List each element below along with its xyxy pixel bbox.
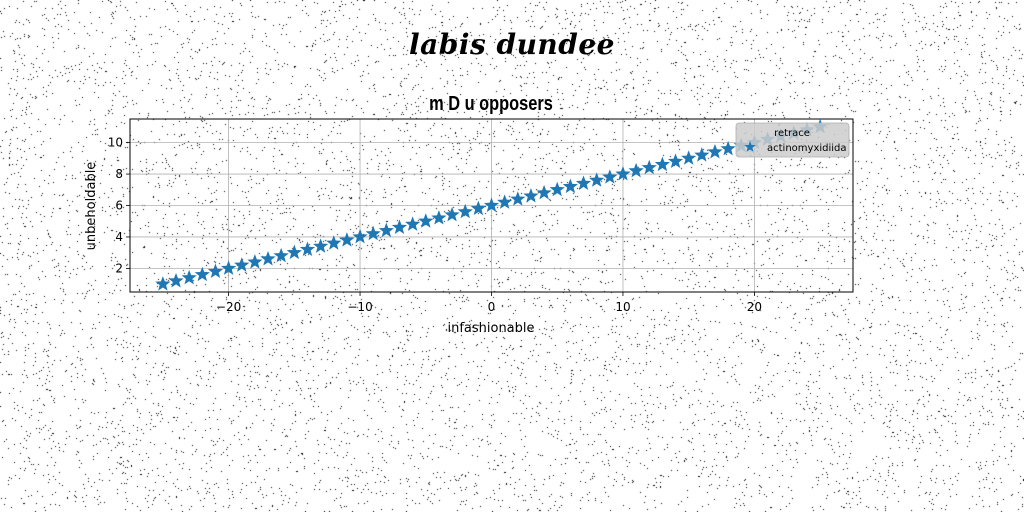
y-axis-label: unbeholdable xyxy=(84,162,99,251)
data-point xyxy=(615,166,631,181)
data-point xyxy=(549,181,565,197)
data-point xyxy=(260,250,276,266)
data-point xyxy=(654,156,670,172)
series-points xyxy=(155,118,828,291)
data-point xyxy=(589,172,605,187)
legend-title: retrace xyxy=(774,128,810,139)
legend: retrace actinomyxidiida xyxy=(735,122,850,158)
data-point xyxy=(234,257,250,272)
y-tick-label: 2 xyxy=(115,261,123,275)
legend-box xyxy=(735,122,850,158)
data-point xyxy=(378,222,394,238)
data-point xyxy=(207,263,224,279)
data-point xyxy=(181,269,197,285)
data-point xyxy=(628,162,644,178)
data-point xyxy=(602,169,618,184)
data-point xyxy=(299,241,316,257)
x-tick-label: 0 xyxy=(488,300,496,314)
data-point xyxy=(286,244,302,260)
data-point xyxy=(405,216,421,231)
data-point xyxy=(470,200,486,216)
data-point xyxy=(391,219,408,234)
data-point xyxy=(431,210,447,225)
data-point xyxy=(641,159,657,175)
y-tick-label: 4 xyxy=(115,230,123,244)
x-tick-label: −10 xyxy=(347,300,372,314)
y-tick-label: 10 xyxy=(108,136,123,150)
data-point xyxy=(352,228,368,244)
data-point xyxy=(562,178,578,194)
x-tick-label: 20 xyxy=(747,300,762,314)
x-axis-label: infashionable xyxy=(447,321,534,336)
data-point xyxy=(497,194,513,209)
data-point xyxy=(457,203,473,219)
data-point xyxy=(667,153,684,168)
data-point xyxy=(313,238,329,253)
data-point xyxy=(339,232,355,247)
chart-title: m D u opposers xyxy=(429,91,553,114)
data-point xyxy=(194,266,210,282)
data-point xyxy=(707,144,723,159)
data-point xyxy=(247,254,263,269)
data-point xyxy=(155,276,171,291)
page-title: labis dundee xyxy=(408,28,615,61)
data-point xyxy=(523,188,539,203)
data-point xyxy=(365,225,381,241)
data-point xyxy=(418,213,434,228)
x-tick-label: 10 xyxy=(615,300,630,314)
data-point xyxy=(510,191,526,206)
y-tick-label: 6 xyxy=(115,199,123,213)
y-tick-label: 8 xyxy=(115,167,123,181)
data-point xyxy=(168,272,184,288)
data-point xyxy=(483,197,500,212)
data-point xyxy=(681,150,697,165)
data-point xyxy=(694,147,710,162)
legend-entry: actinomyxidiida xyxy=(767,143,847,154)
data-point xyxy=(575,175,592,190)
legend-star-icon xyxy=(744,141,756,152)
data-point xyxy=(273,247,289,263)
data-point xyxy=(326,235,342,250)
y-axis-ticks: 2 4 6 8 10 xyxy=(108,136,130,275)
x-tick-label: −20 xyxy=(216,300,241,314)
data-point xyxy=(444,206,460,222)
data-point xyxy=(220,260,237,275)
x-axis-ticks: −20 −10 0 10 20 xyxy=(216,292,762,314)
data-point xyxy=(720,140,736,156)
data-point xyxy=(536,184,552,200)
